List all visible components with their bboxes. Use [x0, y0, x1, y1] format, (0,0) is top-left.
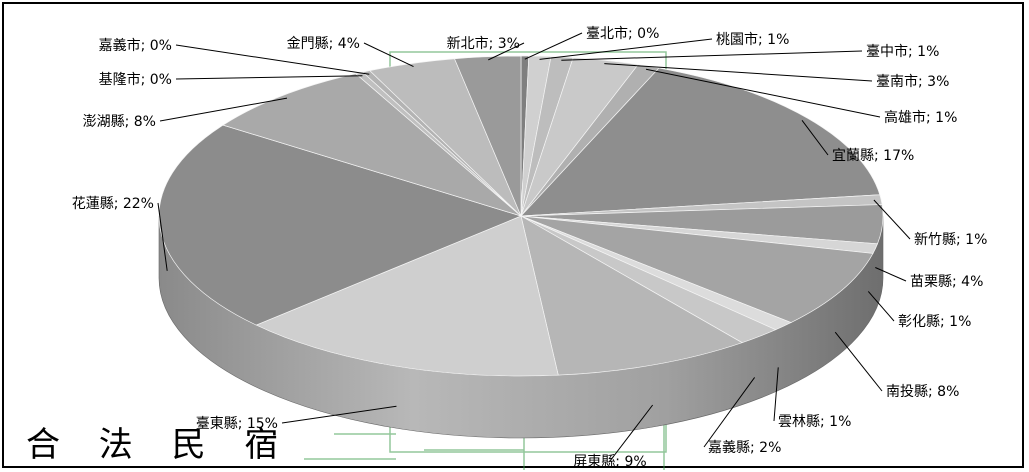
slice-label-臺東縣: 臺東縣; 15% — [196, 416, 278, 432]
leader-lines — [157, 32, 911, 462]
slice-label-臺南市: 臺南市; 3% — [876, 73, 949, 90]
leader-line-苗栗縣 — [875, 267, 907, 282]
pie-slice-新北市 — [454, 55, 522, 217]
slice-label-南投縣: 南投縣; 8% — [886, 384, 959, 400]
chart-title: 合 法 民 宿 — [26, 425, 292, 465]
pie-slice-宜蘭縣 — [520, 67, 881, 217]
slice-label-彰化縣: 彰化縣; 1% — [898, 313, 971, 330]
leader-line-桃園市 — [539, 38, 713, 60]
leader-line-新北市 — [488, 42, 525, 61]
leader-line-南投縣 — [834, 331, 883, 392]
leader-line-雲林縣 — [773, 367, 779, 422]
leader-line-基隆市 — [175, 75, 363, 80]
pie-slice-屏東縣 — [520, 215, 744, 376]
slice-label-新北市: 新北市; 3% — [447, 35, 520, 52]
leader-line-嘉義市 — [175, 44, 370, 75]
leader-line-金門縣 — [363, 42, 414, 68]
leader-line-臺南市 — [604, 63, 873, 82]
slice-label-澎湖縣: 澎湖縣; 8% — [83, 114, 156, 130]
leader-line-臺東縣 — [281, 405, 397, 424]
slice-labels: 臺北市; 0% 桃園市; 1% 臺中市; 1% 臺南市; 3% 高雄市; 1% 宜蘭縣; … — [72, 25, 988, 470]
slice-label-臺北市: 臺北市; 0% — [586, 25, 659, 42]
slice-label-苗栗縣: 苗栗縣; 4% — [910, 274, 983, 290]
leader-line-臺中市 — [561, 50, 863, 61]
slice-label-宜蘭縣: 宜蘭縣; 17% — [832, 148, 914, 164]
slice-label-花蓮縣: 花蓮縣; 22% — [72, 196, 154, 212]
leader-line-新竹縣 — [873, 199, 911, 240]
slice-label-高雄市: 高雄市; 1% — [884, 109, 957, 126]
slice-label-雲林縣: 雲林縣; 1% — [778, 414, 851, 430]
pie-slice-花蓮縣 — [158, 124, 523, 326]
slice-label-基隆市: 基隆市; 0% — [99, 71, 172, 88]
slice-label-屏東縣: 屏東縣; 9% — [573, 454, 646, 470]
leader-line-花蓮縣 — [157, 202, 168, 271]
leader-line-高雄市 — [645, 68, 881, 118]
leader-line-嘉義縣 — [703, 377, 756, 448]
slice-label-新竹縣: 新竹縣; 1% — [914, 232, 987, 248]
leader-line-彰化縣 — [867, 291, 895, 322]
leader-line-臺北市 — [524, 32, 583, 60]
leader-line-屏東縣 — [609, 404, 654, 462]
leader-line-澎湖縣 — [159, 97, 288, 122]
slice-label-嘉義縣: 嘉義縣; 2% — [708, 439, 781, 456]
pie-slice-南投縣 — [520, 215, 874, 323]
pie-slices — [158, 55, 884, 377]
pie-chart: 臺北市; 0% 桃園市; 1% 臺中市; 1% 臺南市; 3% 高雄市; 1% 宜蘭縣; … — [26, 25, 988, 470]
pie-slice-臺東縣 — [255, 215, 559, 377]
slice-label-臺中市: 臺中市; 1% — [866, 43, 939, 60]
slice-label-嘉義市: 嘉義市; 0% — [99, 37, 172, 54]
slice-label-桃園市: 桃園市; 1% — [716, 31, 789, 48]
leader-line-宜蘭縣 — [801, 119, 829, 156]
slice-label-金門縣: 金門縣; 4% — [287, 36, 360, 52]
